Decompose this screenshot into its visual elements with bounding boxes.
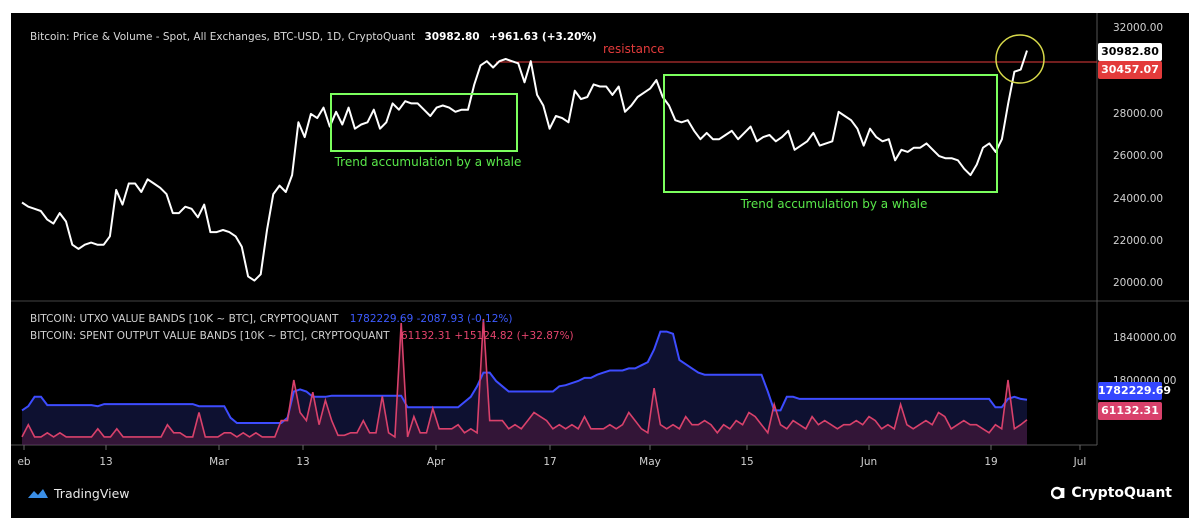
resistance-badge: 30457.07 — [1098, 61, 1162, 79]
utxo-area-fill — [22, 331, 1027, 445]
time-tick: 13 — [99, 456, 113, 468]
chart-panel — [11, 13, 1189, 518]
spent-area-fill — [22, 319, 1027, 445]
spent-series-line — [21, 319, 1028, 439]
whale-box-2 — [663, 74, 998, 193]
cryptoquant-mark-icon — [1051, 486, 1065, 500]
utxo-legend: BITCOIN: UTXO VALUE BANDS [10K ~ BTC], C… — [30, 313, 512, 325]
last-price-badge: 30982.80 — [1098, 43, 1162, 61]
time-tick: 19 — [984, 456, 998, 468]
time-tick: Mar — [209, 456, 229, 468]
tradingview-logo[interactable]: TradingView — [26, 484, 130, 502]
spent-values: 61132.31 +15124.82 (+32.87%) — [400, 330, 574, 342]
time-tick: 17 — [543, 456, 557, 468]
price-tick: 20000.00 — [1113, 277, 1164, 289]
chart-header: Bitcoin: Price & Volume - Spot, All Exch… — [30, 31, 597, 43]
time-tick: 13 — [296, 456, 310, 468]
spent-legend: BITCOIN: SPENT OUTPUT VALUE BANDS [10K ~… — [30, 330, 574, 342]
highlight-circle — [995, 34, 1045, 84]
time-tick: 15 — [740, 456, 754, 468]
price-tick: 22000.00 — [1113, 235, 1164, 247]
price-change: +961.63 (+3.20%) — [488, 31, 597, 43]
last-price: 30982.80 — [424, 31, 480, 43]
tradingview-cloud-icon — [28, 489, 48, 498]
time-tick: May — [639, 456, 661, 468]
chart-title: Bitcoin: Price & Volume - Spot, All Exch… — [30, 31, 416, 43]
price-tick: 26000.00 — [1113, 150, 1164, 162]
utxo-values: 1782229.69 -2087.93 (-0.12%) — [349, 313, 513, 325]
spent-label: BITCOIN: SPENT OUTPUT VALUE BANDS [10K ~… — [30, 330, 390, 342]
whale-box-1 — [330, 93, 518, 152]
utxo-badge: 1782229.69 — [1098, 382, 1171, 400]
time-tick: eb — [17, 456, 31, 468]
tradingview-label: TradingView — [54, 485, 130, 501]
cryptoquant-logo[interactable]: CryptoQuant — [1051, 484, 1172, 502]
time-tick: Apr — [426, 456, 446, 468]
whale-annotation-1: Trend accumulation by a whale — [334, 155, 522, 169]
resistance-label: resistance — [603, 42, 665, 56]
cryptoquant-label: CryptoQuant — [1071, 485, 1172, 501]
time-tick: Jul — [1073, 456, 1087, 468]
price-tick: 32000.00 — [1113, 22, 1164, 34]
price-tick: 24000.00 — [1113, 193, 1164, 205]
utxo-label: BITCOIN: UTXO VALUE BANDS [10K ~ BTC], C… — [30, 313, 339, 325]
whale-annotation-2: Trend accumulation by a whale — [740, 197, 928, 211]
price-tick: 28000.00 — [1113, 108, 1164, 120]
time-tick: Jun — [860, 456, 878, 468]
spent-badge: 61132.31 — [1098, 402, 1162, 420]
utxo-series-line — [21, 330, 1028, 424]
indicator-tick: 1840000.00 — [1113, 332, 1177, 344]
price-series-line — [21, 50, 1028, 282]
